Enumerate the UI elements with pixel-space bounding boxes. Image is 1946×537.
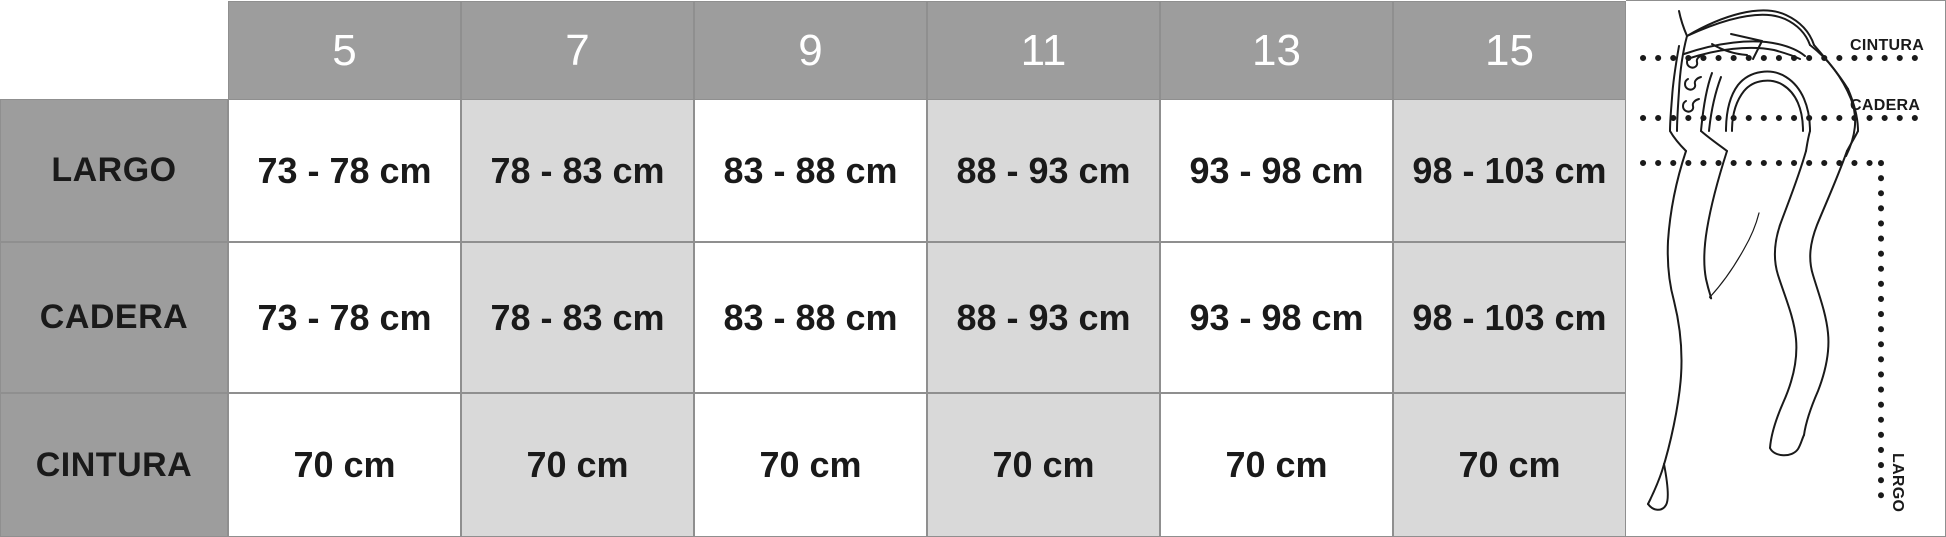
svg-text:CINTURA: CINTURA xyxy=(1850,37,1924,54)
svg-text:CADERA: CADERA xyxy=(1850,97,1920,114)
svg-text:LARGO: LARGO xyxy=(1889,453,1906,512)
